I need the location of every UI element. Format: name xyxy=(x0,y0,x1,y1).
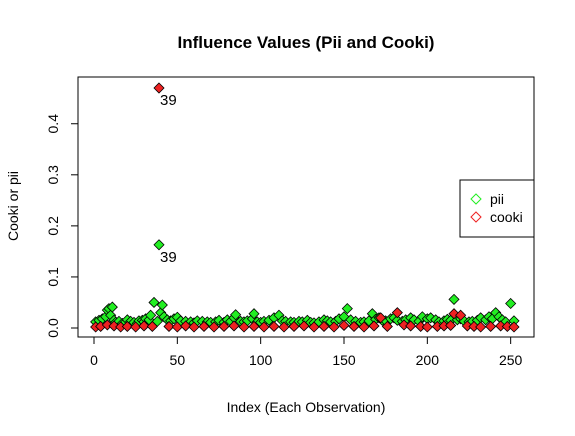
x-axis: 0 50 100 150 200 250 xyxy=(90,337,522,368)
y-axis-label: Cooki or pii xyxy=(5,171,21,241)
x-tick-label: 100 xyxy=(249,352,273,368)
y-axis: 0.0 0.1 0.2 0.3 0.4 xyxy=(45,114,78,338)
x-tick-label: 0 xyxy=(90,352,98,368)
cooki-point xyxy=(509,322,519,332)
chart-title: Influence Values (Pii and Cooki) xyxy=(178,33,435,52)
y-tick-label: 0.3 xyxy=(45,165,61,185)
point-annotations: 39 39 xyxy=(160,92,177,266)
y-tick-label: 0.4 xyxy=(45,114,61,134)
y-tick-label: 0.0 xyxy=(45,318,61,338)
pii-point xyxy=(149,297,159,307)
legend-label-pii: pii xyxy=(490,191,504,207)
annotation-label: 39 xyxy=(160,92,177,109)
cooki-point xyxy=(422,322,432,332)
y-tick-label: 0.1 xyxy=(45,267,61,287)
x-axis-label: Index (Each Observation) xyxy=(227,399,386,415)
pii-point xyxy=(506,298,516,308)
legend: pii cooki xyxy=(460,180,534,237)
pii-point xyxy=(449,294,459,304)
x-tick-label: 150 xyxy=(332,352,356,368)
x-tick-label: 250 xyxy=(499,352,523,368)
annotation-label: 39 xyxy=(160,249,177,266)
x-tick-label: 50 xyxy=(170,352,186,368)
pii-point xyxy=(157,300,167,310)
legend-label-cooki: cooki xyxy=(490,209,523,225)
x-tick-label: 200 xyxy=(416,352,440,368)
y-tick-label: 0.2 xyxy=(45,216,61,236)
